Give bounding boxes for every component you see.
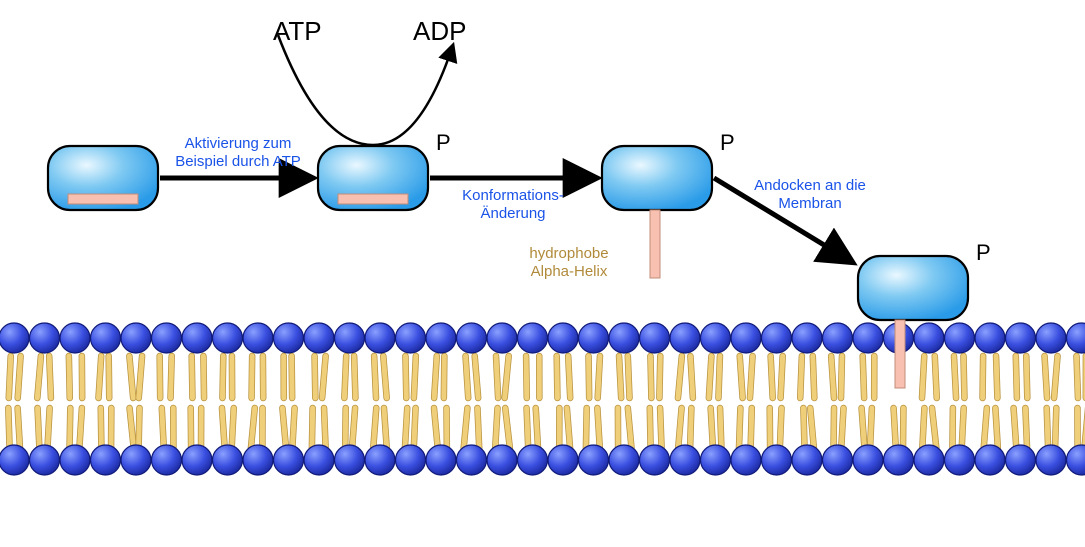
lipid-head <box>640 445 670 475</box>
lipid-head <box>213 323 243 353</box>
lipid-head <box>792 323 822 353</box>
lipid-head <box>365 323 395 353</box>
lipid-head <box>914 445 944 475</box>
lipid-head <box>701 445 731 475</box>
lipid-head <box>701 323 731 353</box>
atp-label: ATP <box>273 16 322 46</box>
lipid-head <box>457 323 487 353</box>
lipid-head <box>670 445 700 475</box>
protein-3 <box>602 146 712 210</box>
step2-label-line1: Konformations- <box>462 187 564 204</box>
lipid-head <box>304 323 334 353</box>
helix-label-line1: hydrophobe <box>529 245 608 262</box>
alpha-helix <box>338 194 408 204</box>
phosphate-label: P <box>720 130 735 155</box>
atp-adp-curve <box>278 35 453 145</box>
lipid-head <box>762 445 792 475</box>
lipid-head <box>548 323 578 353</box>
lipid-head <box>975 445 1005 475</box>
lipid-head <box>243 323 273 353</box>
step1-label-line2: Beispiel durch ATP <box>175 153 301 170</box>
lipid-head <box>0 445 29 475</box>
lipid-head <box>579 445 609 475</box>
lipid-head <box>579 323 609 353</box>
lipid-head <box>823 323 853 353</box>
membrane <box>0 323 1085 475</box>
lipid-head <box>1067 445 1085 475</box>
lipid-head <box>60 445 90 475</box>
lipid-head <box>792 445 822 475</box>
lipid-head <box>91 323 121 353</box>
lipid-head <box>609 323 639 353</box>
alpha-helix <box>650 210 660 278</box>
lipid-head <box>1006 445 1036 475</box>
lipid-head <box>518 323 548 353</box>
lipid-head <box>548 445 578 475</box>
text-labels: P P P ATP ADP Aktivierung zumBeispiel durch A… <box>175 16 991 280</box>
lipid-head <box>853 445 883 475</box>
lipid-head <box>335 323 365 353</box>
lipid-head <box>945 445 975 475</box>
lipid-head <box>426 323 456 353</box>
lipid-head <box>731 323 761 353</box>
step3-label-line2: Membran <box>778 195 841 212</box>
lipid-head <box>884 445 914 475</box>
alpha-helix <box>895 320 905 388</box>
phosphate-label: P <box>436 130 451 155</box>
lipid-head <box>365 445 395 475</box>
lipid-head <box>274 445 304 475</box>
step1-label-line1: Aktivierung zum <box>185 135 292 152</box>
lipid-head <box>975 323 1005 353</box>
lipid-head <box>762 323 792 353</box>
lipid-head <box>152 323 182 353</box>
lipid-head <box>823 445 853 475</box>
lipid-head <box>152 445 182 475</box>
lipid-head <box>457 445 487 475</box>
lipid-head <box>518 445 548 475</box>
lipid-head <box>121 323 151 353</box>
lipid-head <box>243 445 273 475</box>
lipid-head <box>731 445 761 475</box>
lipid-head <box>670 323 700 353</box>
lipid-head <box>30 323 60 353</box>
step2-label-line2: Änderung <box>480 205 545 222</box>
lipid-head <box>487 445 517 475</box>
lipid-head <box>182 445 212 475</box>
lipid-head <box>396 323 426 353</box>
lipid-head <box>182 323 212 353</box>
lipid-head <box>1006 323 1036 353</box>
protein-4 <box>858 256 968 320</box>
lipid-head <box>1036 445 1066 475</box>
lipid-head <box>609 445 639 475</box>
adp-label: ADP <box>413 16 466 46</box>
lipid-head <box>121 445 151 475</box>
lipid-head <box>396 445 426 475</box>
lipid-head <box>60 323 90 353</box>
lipid-head <box>213 445 243 475</box>
lipid-head <box>1067 323 1085 353</box>
alpha-helix <box>68 194 138 204</box>
lipid-head <box>91 445 121 475</box>
lipid-head <box>487 323 517 353</box>
lipid-head <box>426 445 456 475</box>
lipid-head <box>0 323 29 353</box>
helix-label-line2: Alpha-Helix <box>531 263 608 280</box>
lipid-head <box>853 323 883 353</box>
lipid-head <box>640 323 670 353</box>
lipid-head <box>335 445 365 475</box>
lipid-head <box>1036 323 1066 353</box>
lipid-head <box>945 323 975 353</box>
proteins <box>48 146 968 320</box>
diagram-canvas: P P P ATP ADP Aktivierung zumBeispiel durch A… <box>0 0 1085 547</box>
lipid-head <box>914 323 944 353</box>
phosphate-label: P <box>976 240 991 265</box>
lipid-head <box>274 323 304 353</box>
step3-label-line1: Andocken an die <box>754 177 866 194</box>
lipid-head <box>304 445 334 475</box>
lipid-head <box>30 445 60 475</box>
